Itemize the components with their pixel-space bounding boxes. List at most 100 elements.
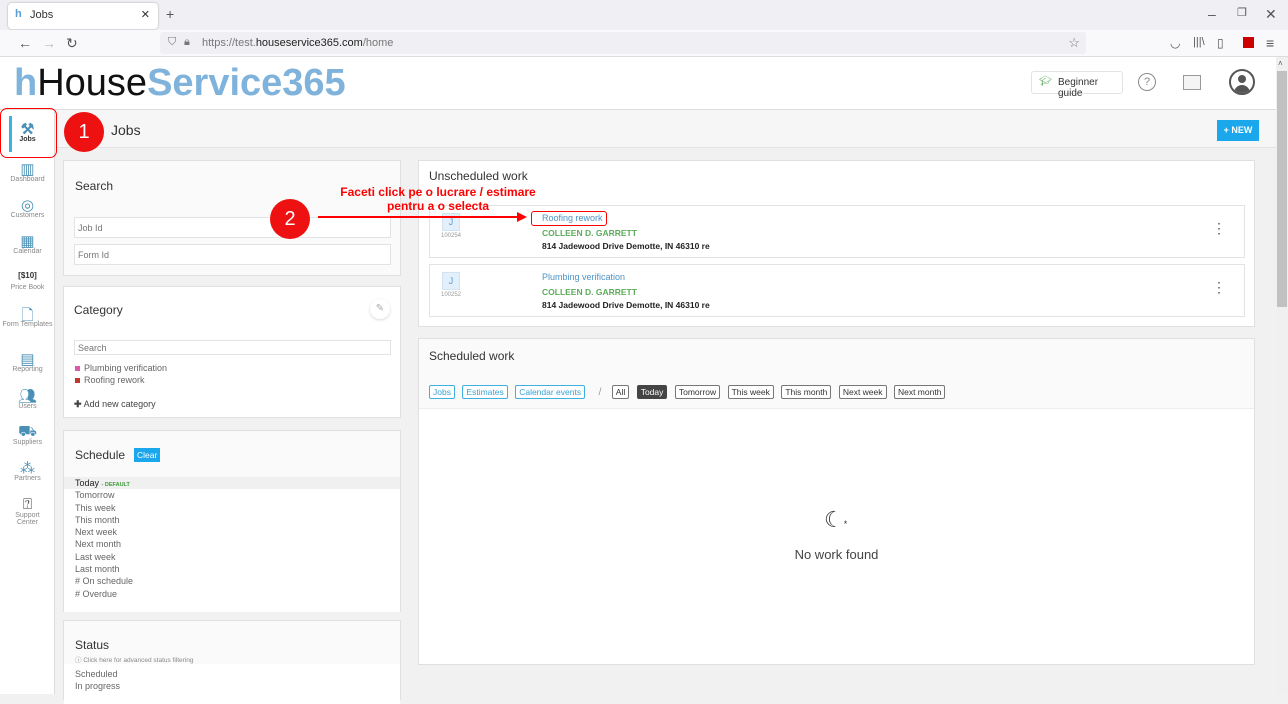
schedule-item[interactable]: Next week — [75, 527, 118, 538]
restore-icon[interactable]: ❐ — [1237, 7, 1247, 19]
job-name-link[interactable]: Plumbing verification — [542, 272, 626, 282]
filter-all[interactable]: All — [611, 385, 630, 399]
sidebar-item-calendar[interactable]: ▦ Calendar — [0, 232, 55, 255]
job-card[interactable]: J 100254 Roofing rework COLLEEN D. GARRE… — [429, 205, 1245, 258]
sidebar-item-suppliers[interactable]: ⛟ Suppliers — [0, 423, 55, 446]
minimize-icon[interactable]: – — [1208, 6, 1216, 22]
job-name-link[interactable]: Roofing rework — [542, 213, 603, 223]
sidebar-label: Dashboard — [10, 176, 45, 183]
library-icon[interactable]: |||\ — [1193, 36, 1205, 48]
filter-next-month[interactable]: Next month — [893, 385, 946, 399]
bookmark-star-icon[interactable]: ☆ — [1068, 35, 1080, 50]
color-swatch — [75, 366, 80, 371]
close-tab-icon[interactable]: ✕ — [140, 9, 150, 21]
sidebar-item-customers[interactable]: ◎ Customers — [0, 196, 55, 219]
schedule-item[interactable]: # Overdue — [75, 588, 118, 599]
unscheduled-title: Unscheduled work — [429, 169, 528, 183]
sidebar-item-reporting[interactable]: ▤ Reporting — [0, 350, 55, 373]
schedule-item[interactable]: Last month — [75, 564, 120, 575]
schedule-item[interactable]: This month — [75, 514, 120, 525]
pocket-icon[interactable]: ◡ — [1170, 36, 1181, 50]
schedule-item[interactable]: Next month — [75, 539, 122, 550]
browser-tab[interactable]: h Jobs ✕ — [8, 3, 158, 29]
category-item[interactable]: Roofing rework — [75, 375, 167, 387]
instruction-line-1: Faceti click pe o lucrare / estimare — [340, 185, 536, 199]
help-icon[interactable]: ? — [1138, 73, 1156, 91]
avatar[interactable] — [1229, 69, 1255, 95]
scrollbar-thumb[interactable] — [1277, 71, 1287, 307]
form-id-input[interactable] — [74, 244, 391, 265]
sidebar-label: Partners — [14, 475, 41, 482]
sidebar-item-users[interactable]: 👥︎ Users — [0, 387, 55, 410]
filter-jobs[interactable]: Jobs — [429, 385, 455, 399]
filter-tomorrow[interactable]: Tomorrow — [674, 385, 721, 399]
filter-today[interactable]: Today — [636, 385, 668, 399]
scroll-up-icon[interactable]: ˄ — [1278, 59, 1283, 68]
sidebar-toggle-icon[interactable]: ▯ — [1217, 36, 1224, 50]
help-bubble-icon: ⍰ — [22, 496, 32, 513]
shield-icon: ⛉ — [168, 36, 177, 48]
schedule-label: Today — [75, 478, 100, 488]
new-button[interactable]: + NEW — [1217, 120, 1259, 141]
forward-icon[interactable]: → — [42, 35, 56, 51]
advanced-status-link[interactable]: ⓘ Click here for advanced status filteri… — [75, 654, 194, 664]
menu-icon[interactable]: ≡ — [1266, 35, 1275, 51]
clear-button[interactable]: Clear — [134, 448, 161, 462]
extension-icon[interactable] — [1243, 37, 1254, 48]
job-card[interactable]: J 100252 Plumbing verification COLLEEN D… — [429, 264, 1245, 317]
status-item[interactable]: Scheduled — [75, 669, 118, 679]
plus-icon: ✚ — [74, 399, 82, 409]
page-scrollbar[interactable]: ˄ — [1276, 57, 1288, 694]
target-icon: ◎ — [20, 197, 35, 214]
sidebar-label: Form Templates — [2, 321, 53, 328]
annotation-highlight-jobs — [0, 108, 57, 158]
close-window-icon[interactable]: ✕ — [1265, 6, 1277, 22]
sidebar-item-dashboard[interactable]: ▥ Dashboard — [0, 160, 55, 183]
sidebar-item-price-book[interactable]: [$10] Price Book — [0, 268, 55, 291]
filter-this-month[interactable]: This month — [781, 385, 832, 399]
more-options-icon[interactable]: ⋮ — [1212, 220, 1226, 236]
sidebar-item-support-center[interactable]: ⍰ Support Center — [0, 496, 55, 526]
category-search-input[interactable] — [74, 340, 391, 355]
schedule-item-today[interactable]: Today - DEFAULT — [75, 478, 133, 490]
add-category-link[interactable]: ✚ Add new category — [74, 399, 156, 410]
job-id-input[interactable] — [74, 217, 391, 238]
category-item[interactable]: Plumbing verification — [75, 363, 167, 375]
browser-tab-bar — [0, 0, 1288, 30]
beginner-guide-button[interactable]: 🎓︎ Beginner guide — [1031, 71, 1123, 99]
schedule-item[interactable]: Tomorrow — [75, 490, 115, 501]
filter-bar: Jobs Estimates Calendar events / All Tod… — [429, 382, 948, 400]
schedule-item[interactable]: This week — [75, 502, 116, 513]
schedule-item[interactable]: # On schedule — [75, 576, 134, 587]
favicon-icon: h — [15, 8, 22, 20]
more-options-icon[interactable]: ⋮ — [1212, 279, 1226, 295]
edit-pencil-icon[interactable]: ✎ — [370, 299, 390, 319]
back-icon[interactable]: ← — [18, 35, 32, 51]
url-bar[interactable]: ⛉ 🔒︎ https://test.houseservice365.com/ho… — [160, 32, 1086, 54]
filter-estimates[interactable]: Estimates — [462, 385, 508, 399]
schedule-item[interactable]: Last week — [75, 551, 116, 562]
status-title: Status — [75, 638, 110, 652]
logo-mark-icon: h — [14, 62, 38, 104]
schedule-title: Schedule — [75, 448, 126, 462]
new-tab-icon[interactable]: + — [166, 6, 175, 22]
sidebar-label: Support Center — [15, 512, 40, 526]
logo[interactable]: hHouseService365 — [14, 62, 346, 105]
truck-icon: ⛟ — [18, 423, 37, 440]
filter-calendar-events[interactable]: Calendar events — [515, 385, 586, 399]
separator: / — [598, 387, 602, 398]
status-panel: Status ⓘ Click here for advanced status … — [63, 620, 401, 704]
sidebar-label: Jobs — [19, 136, 36, 143]
filter-this-week[interactable]: This week — [727, 385, 774, 399]
sidebar-item-jobs[interactable]: ⚒ Jobs — [0, 120, 55, 143]
active-indicator — [9, 116, 12, 152]
reload-icon[interactable]: ↻ — [66, 35, 78, 51]
sidebar-item-form-templates[interactable]: 🗋︎ Form Templates — [0, 305, 55, 328]
sidebar-item-partners[interactable]: ⁂ Partners — [0, 459, 55, 482]
sidebar-label: Calendar — [13, 248, 42, 255]
status-item[interactable]: In progress — [75, 681, 121, 692]
url-prefix: https://test. — [202, 37, 256, 49]
annotation-highlight-job — [531, 211, 607, 226]
filter-next-week[interactable]: Next week — [838, 385, 887, 399]
folder-icon[interactable] — [1183, 75, 1201, 90]
